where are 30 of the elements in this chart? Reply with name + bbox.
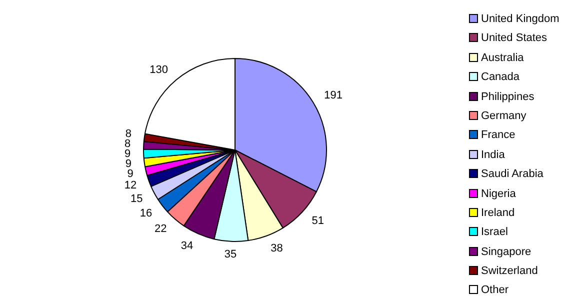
- data-label: 34: [180, 240, 194, 252]
- legend-label: India: [480, 148, 506, 163]
- legend-label: Philippines: [480, 90, 536, 105]
- legend-label: Germany: [480, 108, 528, 124]
- legend-label: Australia: [480, 50, 525, 66]
- data-label: 16: [140, 208, 152, 220]
- data-label: 51: [312, 215, 324, 227]
- legend-label: Saudi Arabia: [480, 167, 544, 182]
- legend-label: Nigeria: [480, 186, 517, 202]
- legend-label: United Kingdom: [480, 12, 560, 27]
- data-label: 22: [154, 223, 167, 236]
- legend-label: France: [480, 128, 516, 144]
- data-label: 8: [125, 128, 132, 140]
- data-label: 12: [124, 179, 137, 192]
- legend-label: Ireland: [480, 206, 516, 221]
- legend-label: Canada: [480, 70, 521, 86]
- legend-label: Switzerland: [480, 264, 539, 280]
- data-label: 9: [124, 148, 131, 160]
- legend-label: United States: [480, 31, 548, 46]
- data-label: 191: [324, 90, 343, 102]
- data-label: 9: [127, 168, 134, 180]
- data-label: 130: [150, 64, 168, 76]
- data-label: 9: [125, 158, 132, 170]
- legend-label: Israel: [480, 225, 509, 240]
- legend-label: Singapore: [480, 244, 532, 260]
- legend-label: Other: [480, 283, 510, 298]
- data-label: 15: [130, 193, 143, 206]
- data-label: 38: [270, 242, 283, 254]
- data-label: 8: [124, 138, 131, 150]
- data-label: 35: [224, 248, 237, 260]
